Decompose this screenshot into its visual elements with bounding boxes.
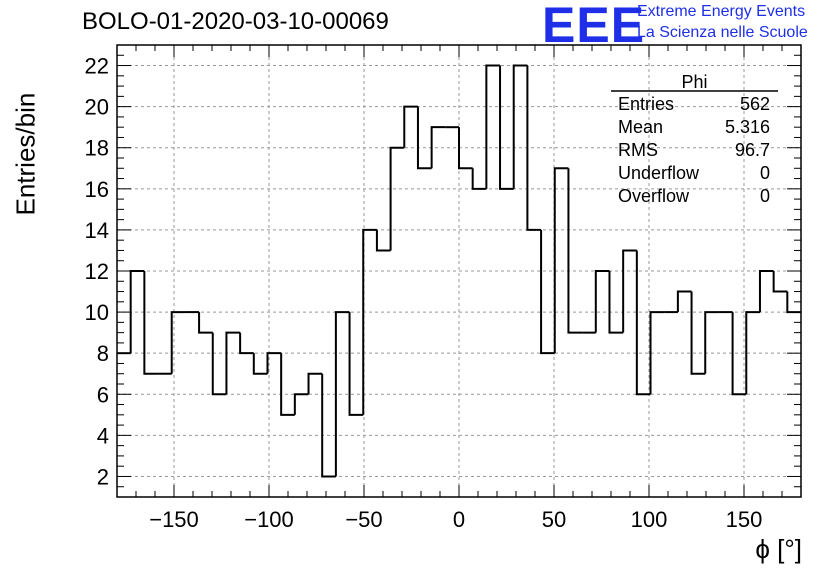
axes: −150 −100 −50 0 50 100 150 2 4 6 8 10 12 14 16 18 20 22 bbox=[85, 44, 802, 532]
histogram-bin bbox=[731, 312, 747, 396]
y-tick-label: 18 bbox=[85, 136, 109, 161]
histogram-bin bbox=[334, 311, 350, 477]
histogram-bin bbox=[704, 311, 719, 374]
histogram-bin bbox=[745, 311, 760, 395]
histogram-bin bbox=[280, 353, 295, 416]
logo-line-1: Extreme Energy Events bbox=[637, 3, 806, 20]
x-tick-label: 100 bbox=[631, 507, 668, 532]
chart-title: BOLO-01-2020-03-10-00069 bbox=[82, 8, 389, 35]
stats-label: Entries bbox=[618, 94, 674, 114]
histogram-bin bbox=[321, 373, 336, 478]
histogram-bin bbox=[690, 291, 706, 375]
stats-value: 562 bbox=[740, 94, 770, 114]
stats-label: Overflow bbox=[618, 186, 690, 206]
histogram-bin bbox=[307, 372, 323, 395]
stats-value: 96.7 bbox=[735, 140, 770, 160]
histogram-bin bbox=[471, 168, 487, 190]
y-tick-label: 2 bbox=[97, 464, 109, 489]
histogram-bin bbox=[252, 353, 268, 375]
x-tick-label: −50 bbox=[345, 507, 382, 532]
y-tick-label: 20 bbox=[85, 95, 109, 120]
histogram-bin bbox=[293, 393, 309, 415]
eee-logo: EEE bbox=[542, 0, 646, 53]
grid bbox=[117, 45, 801, 497]
x-tick-label: 0 bbox=[453, 507, 465, 532]
histogram-bin bbox=[225, 331, 241, 395]
y-tick-label: 14 bbox=[85, 218, 109, 243]
x-axis-label: ϕ [°] bbox=[755, 534, 802, 564]
histogram-bin bbox=[458, 127, 473, 170]
histogram-bin bbox=[649, 311, 665, 395]
stats-value: 0 bbox=[760, 163, 770, 183]
histogram-bin bbox=[622, 249, 637, 333]
y-tick-label: 22 bbox=[85, 54, 109, 79]
histogram-bin bbox=[266, 352, 282, 374]
histogram-bin bbox=[608, 271, 624, 334]
histogram-bin bbox=[430, 126, 446, 169]
histogram-bin bbox=[348, 312, 364, 416]
x-tick-label: 150 bbox=[726, 507, 763, 532]
histogram-bin bbox=[389, 146, 405, 251]
histogram-bin bbox=[594, 270, 610, 333]
y-tick-label: 16 bbox=[85, 177, 109, 202]
logo-line-2: La Scienza nelle Scuole bbox=[637, 24, 808, 41]
stats-box: Phi Entries 562 Mean 5.316 RMS 96.7 Underflow 0 O… bbox=[611, 72, 778, 206]
x-tick-label: −150 bbox=[149, 507, 199, 532]
x-tick-label: −100 bbox=[244, 507, 294, 532]
histogram-bin bbox=[553, 167, 569, 354]
stats-label: RMS bbox=[618, 140, 658, 160]
y-tick-label: 6 bbox=[97, 382, 109, 407]
histogram-bin bbox=[772, 271, 788, 293]
histogram-bin bbox=[362, 228, 377, 415]
histogram-bin bbox=[758, 270, 774, 313]
histogram-bin bbox=[198, 312, 213, 334]
x-tick-label: 50 bbox=[542, 507, 566, 532]
histogram-bin bbox=[403, 105, 418, 148]
stats-value: 5.316 bbox=[725, 117, 770, 137]
histogram-bin bbox=[239, 332, 254, 355]
y-tick-label: 12 bbox=[85, 259, 109, 284]
stats-label: Mean bbox=[618, 117, 663, 137]
histogram-bin bbox=[485, 64, 501, 189]
histogram-bin bbox=[416, 106, 432, 170]
histogram-bin bbox=[211, 332, 227, 396]
histogram bbox=[117, 64, 801, 478]
histogram-bin bbox=[567, 168, 583, 334]
histogram-bin bbox=[635, 250, 651, 396]
histogram-bin bbox=[512, 64, 528, 189]
y-tick-label: 4 bbox=[97, 423, 109, 448]
histogram-bin bbox=[499, 65, 514, 190]
histogram-bin bbox=[526, 65, 542, 231]
histogram-bin bbox=[676, 290, 692, 313]
stats-label: Underflow bbox=[618, 163, 700, 183]
y-tick-label: 8 bbox=[97, 341, 109, 366]
histogram-bin bbox=[170, 311, 186, 374]
stats-value: 0 bbox=[760, 186, 770, 206]
y-tick-label: 10 bbox=[85, 300, 109, 325]
stats-title: Phi bbox=[681, 72, 707, 92]
histogram-bin bbox=[375, 229, 391, 252]
histogram-bin bbox=[143, 271, 159, 375]
histogram-bin bbox=[540, 229, 555, 355]
